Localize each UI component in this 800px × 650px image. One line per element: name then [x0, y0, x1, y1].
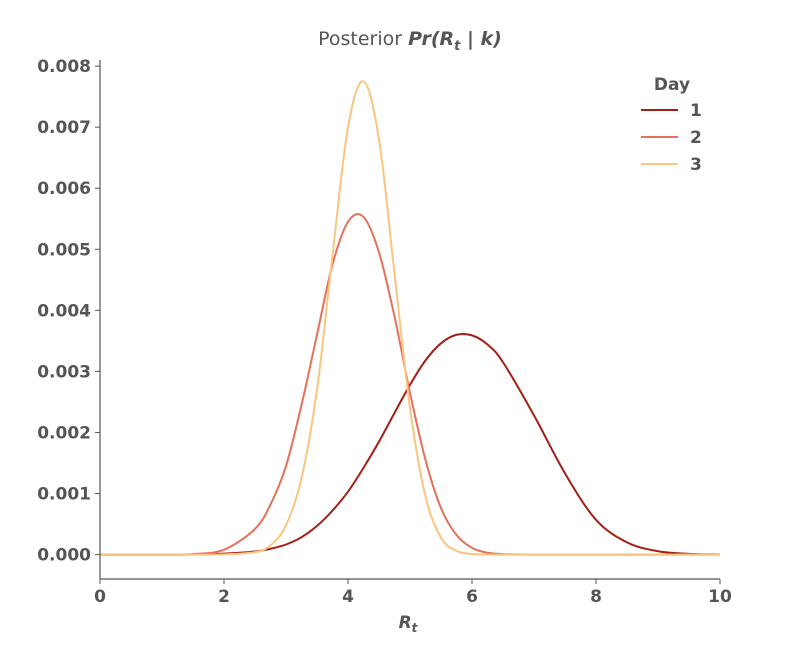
y-tick-label: 0.003 [37, 362, 91, 382]
x-axis-label-subscript: t [412, 621, 419, 635]
legend-item-day-3: 3 [641, 155, 702, 175]
chart-title-math-end: | k) [460, 28, 502, 50]
legend-item-day-1: 1 [641, 101, 702, 121]
chart-title-prefix: Posterior [318, 28, 408, 50]
x-axis-label: Rt [399, 613, 419, 635]
legend-item-day-2: 2 [641, 128, 702, 148]
y-tick-label: 0.004 [37, 301, 91, 321]
x-axis: 0 2 4 6 8 10 [94, 578, 732, 607]
legend-label: 3 [690, 155, 702, 175]
series-line-day-1 [100, 332, 721, 556]
x-tick-label: 6 [466, 587, 478, 607]
chart-title-math: Pr(R [408, 28, 454, 50]
x-tick-label: 10 [708, 587, 732, 607]
x-tick-label: 0 [94, 587, 106, 607]
x-axis-label-main: R [399, 613, 412, 633]
y-tick-label: 0.005 [37, 240, 91, 260]
x-tick-label: 2 [218, 587, 230, 607]
legend-label: 1 [690, 101, 702, 121]
x-tick-label: 4 [342, 587, 354, 607]
legend-title: Day [654, 75, 690, 95]
y-tick-label: 0.002 [37, 423, 91, 443]
series-line-day-3 [100, 80, 720, 556]
y-tick-label: 0.006 [37, 179, 91, 199]
chart-title-subscript: t [454, 39, 461, 54]
x-tick-label: 8 [590, 587, 602, 607]
y-tick-label: 0.007 [37, 118, 91, 138]
y-tick-label: 0.001 [37, 485, 91, 505]
legend: Day 1 2 3 [641, 75, 702, 175]
y-tick-label: 0.000 [37, 546, 91, 566]
chart-title: Posterior Pr(Rt | k) [318, 28, 502, 54]
y-tick-label: 0.008 [37, 57, 91, 77]
plot-area [100, 80, 721, 556]
y-axis: 0.000 0.001 0.002 0.003 0.004 0.005 0.006 0.007… [37, 57, 101, 579]
legend-label: 2 [690, 128, 702, 148]
